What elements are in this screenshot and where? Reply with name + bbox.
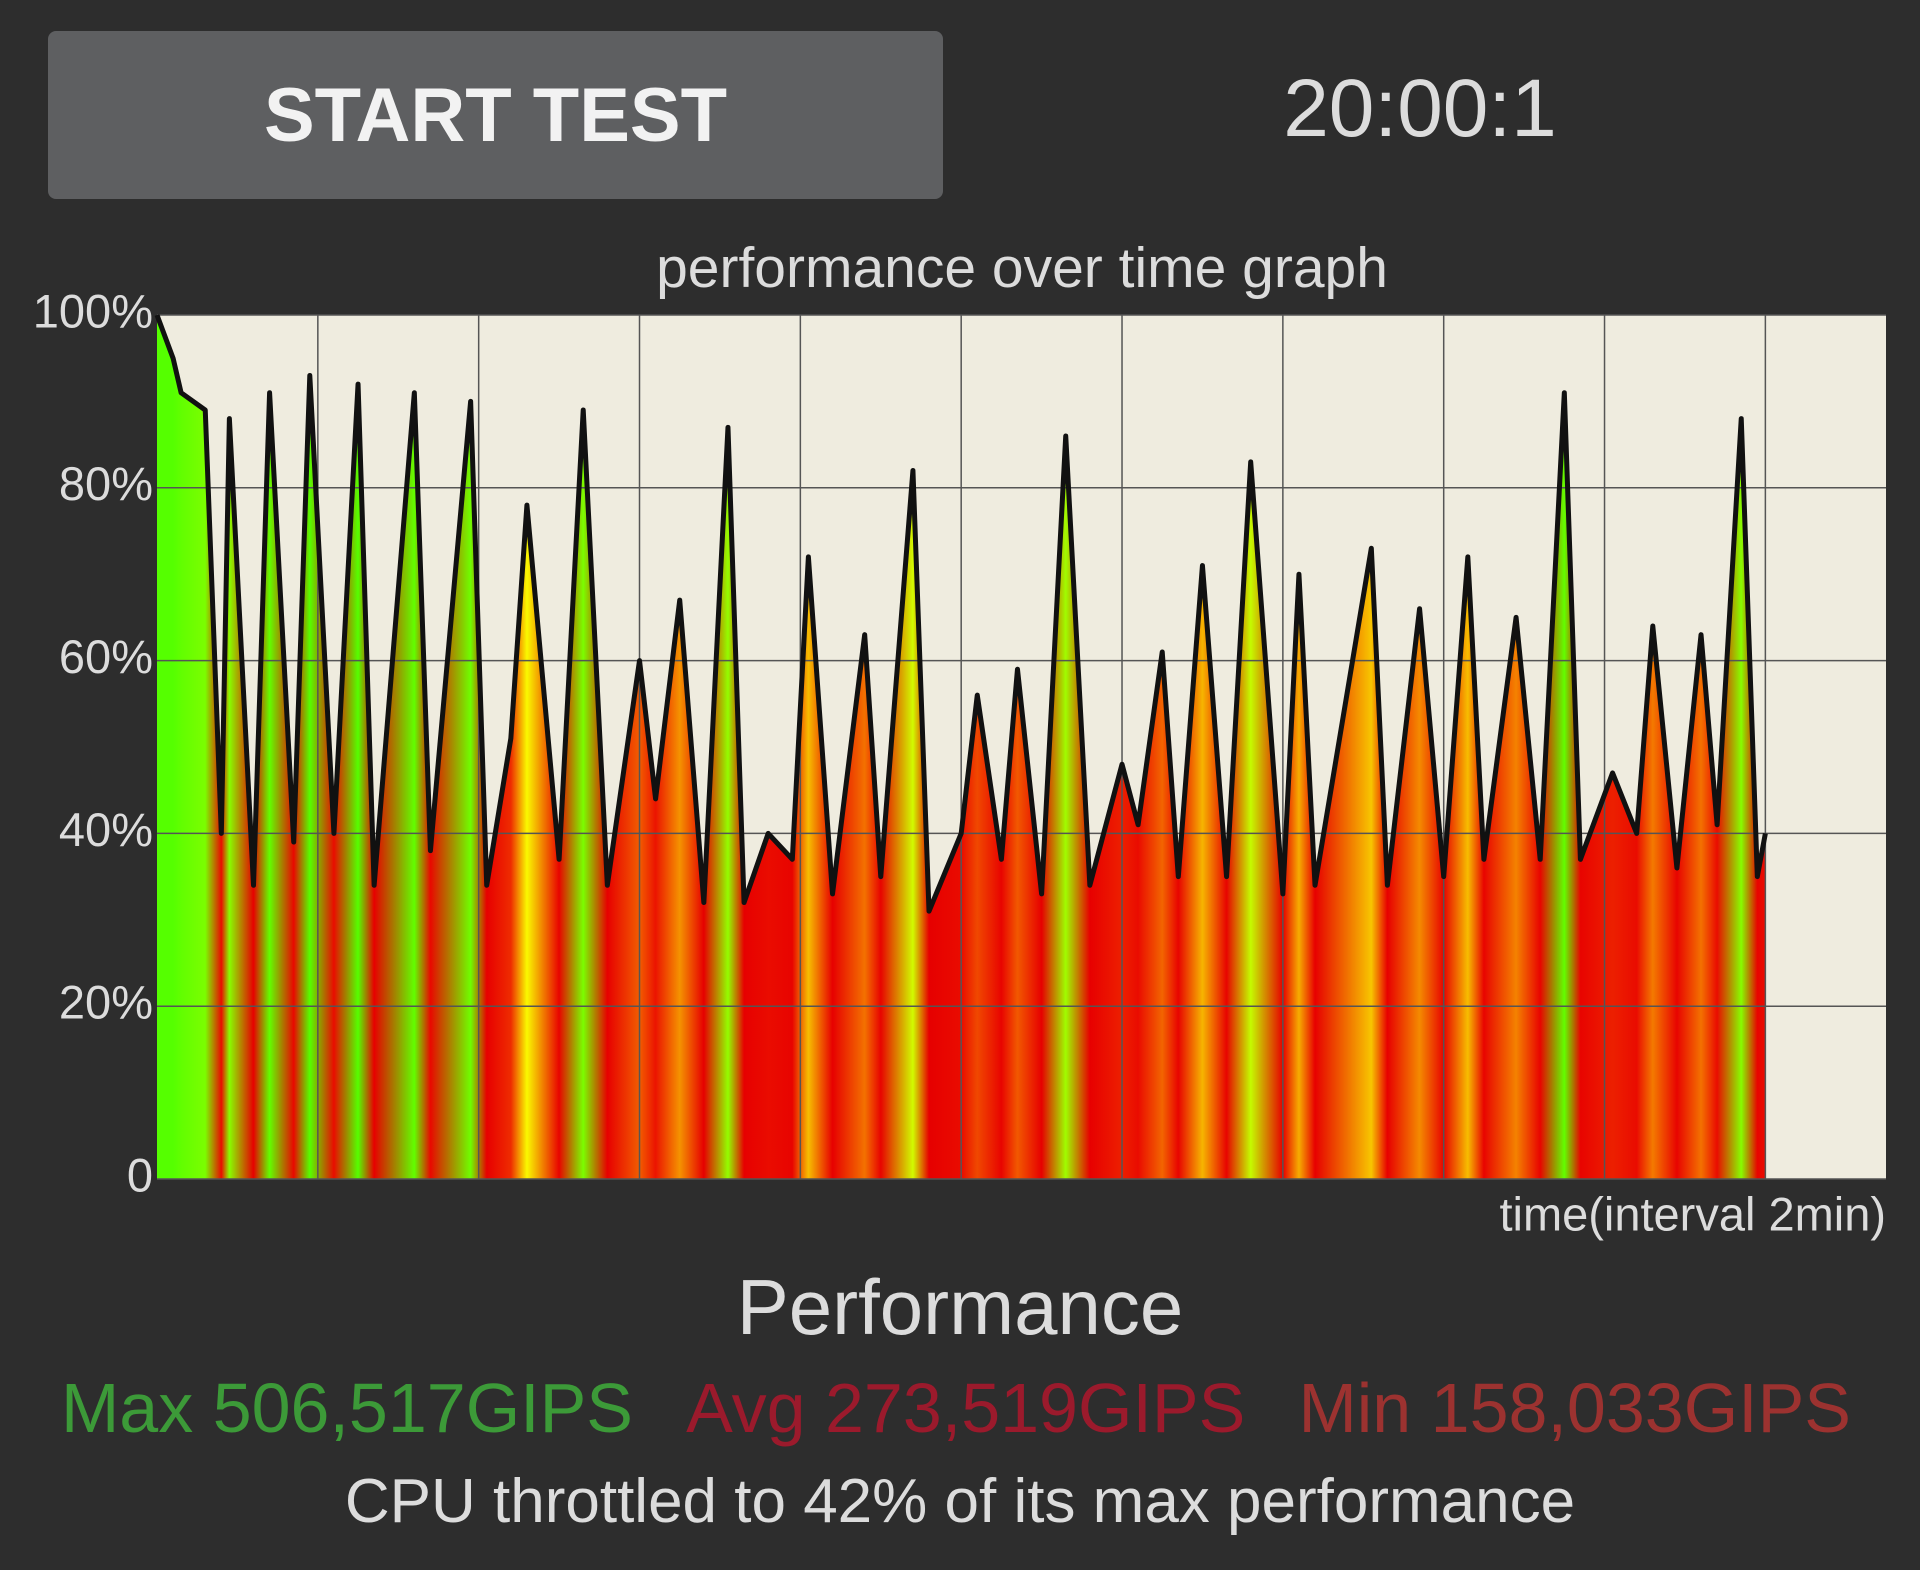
avg-stat: Avg 273,519GIPS: [686, 1369, 1246, 1447]
y-tick-label: 20%: [59, 976, 153, 1029]
stats-row: Max 506,517GIPS Avg 273,519GIPS Min 158,…: [61, 1368, 1851, 1448]
y-tick-label: 0: [127, 1148, 153, 1201]
timer: 20:00:1: [1283, 63, 1557, 154]
area: [157, 315, 1766, 1179]
y-tick-label: 40%: [59, 803, 153, 856]
y-tick-label: 100%: [33, 284, 153, 337]
y-tick-label: 80%: [59, 457, 153, 510]
chart-title: performance over time graph: [656, 236, 1388, 300]
y-tick-label: 60%: [59, 630, 153, 683]
throttle-note: CPU throttled to 42% of its max performa…: [344, 1467, 1576, 1536]
start-test-button[interactable]: START TEST: [48, 31, 943, 199]
max-stat: Max 506,517GIPS: [61, 1369, 633, 1447]
line: [154, 314, 1768, 914]
min-stat: Min 158,033GIPS: [1298, 1369, 1851, 1447]
x-axis-label: time(interval 2min): [1499, 1187, 1886, 1240]
chart: performance over time graph time(interva…: [33, 236, 1886, 1240]
performance-heading: Performance: [736, 1263, 1184, 1351]
